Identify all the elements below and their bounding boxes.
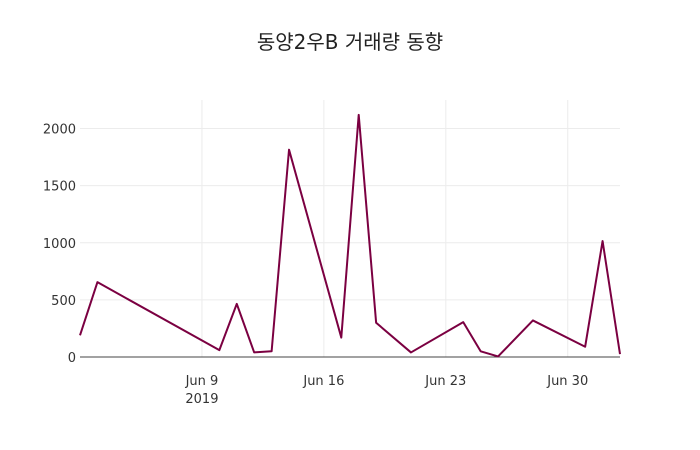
data-point[interactable]: [234, 301, 240, 307]
data-point[interactable]: [460, 319, 466, 325]
chart-title: 동양2우B 거래량 동향: [257, 30, 443, 54]
y-tick-label: 0: [68, 351, 76, 366]
data-point[interactable]: [338, 335, 344, 341]
data-point[interactable]: [269, 348, 275, 354]
series-line: [79, 113, 621, 358]
data-point[interactable]: [286, 147, 292, 153]
data-point[interactable]: [478, 348, 484, 354]
data-point[interactable]: [356, 112, 362, 118]
data-point[interactable]: [617, 351, 623, 357]
data-point[interactable]: [251, 349, 257, 355]
y-tick-label: 1000: [43, 237, 76, 252]
data-point[interactable]: [94, 279, 100, 285]
data-point[interactable]: [77, 332, 83, 338]
data-point[interactable]: [216, 347, 222, 353]
y-tick-label: 500: [51, 294, 76, 309]
data-point[interactable]: [373, 320, 379, 326]
data-point[interactable]: [600, 238, 606, 244]
series-layer: [77, 112, 623, 359]
data-point[interactable]: [408, 349, 414, 355]
y-tick-label: 2000: [43, 123, 76, 138]
y-tick-label: 1500: [43, 180, 76, 195]
data-point[interactable]: [495, 353, 501, 359]
x-tick-label: Jun 30: [546, 374, 588, 389]
data-point[interactable]: [582, 344, 588, 350]
data-point[interactable]: [530, 317, 536, 323]
grid-layer: [80, 100, 620, 357]
x-tick-label: Jun 16: [302, 374, 344, 389]
x-tick-label: Jun 9: [185, 374, 219, 389]
tick-label-layer: 0 500 1000 1500 2000 Jun 9 2019 Jun 16 Jun 23 Jun…: [43, 123, 588, 407]
x-tick-year-label: 2019: [185, 392, 218, 407]
x-tick-label: Jun 23: [424, 374, 466, 389]
